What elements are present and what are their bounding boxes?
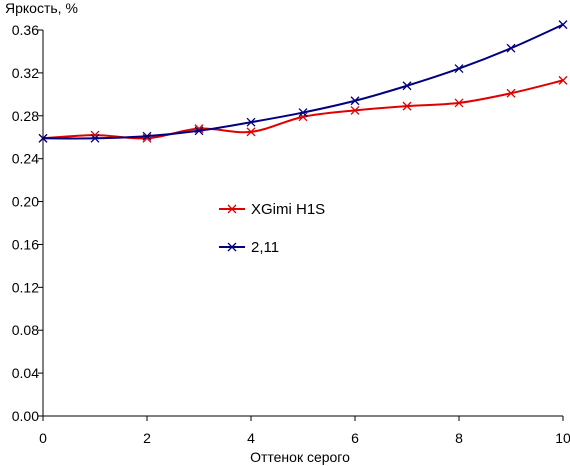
legend-item: 2,11: [219, 239, 279, 256]
y-tick-label: 0.08: [12, 322, 39, 338]
data-point-marker: [38, 133, 48, 143]
data-point-marker: [402, 81, 412, 91]
data-point-marker: [454, 98, 464, 108]
axis-ticks: 0.00 0.04 0.08 0.12 0.16 0.20 0.24 0.28 0.32 0.36…: [12, 22, 570, 446]
data-point-marker: [558, 20, 568, 30]
series-0: [38, 75, 568, 143]
y-tick-label: 0.32: [12, 65, 39, 81]
data-point-marker: [506, 88, 516, 98]
series-line: [42, 23, 564, 140]
x-tick-label: 2: [143, 430, 151, 446]
x-tick-label: 10: [555, 430, 570, 446]
data-point-marker: [506, 43, 516, 53]
data-point-marker: [194, 126, 204, 136]
x-tick-label: 0: [39, 430, 47, 446]
data-point-marker: [246, 117, 256, 127]
y-axis-title: Яркость, %: [5, 0, 78, 16]
legend-label: 2,11: [251, 239, 279, 256]
legend-label: XGimi H1S: [251, 201, 325, 218]
y-tick-label: 0.16: [12, 236, 39, 252]
legend-item: XGimi H1S: [219, 201, 325, 218]
data-point-marker: [402, 101, 412, 111]
legend-marker: [227, 204, 237, 214]
data-point-marker: [350, 96, 360, 106]
x-axis-title: Оттенок серого: [250, 449, 350, 465]
data-point-marker: [558, 75, 568, 85]
x-tick-label: 8: [455, 430, 463, 446]
legend-marker: [227, 242, 237, 252]
legend: XGimi H1S 2,11: [219, 201, 325, 256]
data-point-marker: [246, 127, 256, 137]
series-1: [38, 20, 568, 143]
y-tick-label: 0.04: [12, 365, 39, 381]
y-tick-label: 0.20: [12, 194, 39, 210]
series-layer: [38, 20, 568, 143]
series-line: [42, 79, 564, 140]
y-tick-label: 0.12: [12, 279, 39, 295]
y-tick-label: 0.36: [12, 22, 39, 38]
y-tick-label: 0.28: [12, 108, 39, 124]
data-point-marker: [90, 133, 100, 143]
y-tick-label: 0.24: [12, 151, 39, 167]
x-tick-label: 6: [351, 430, 359, 446]
data-point-marker: [298, 108, 308, 118]
x-tick-label: 4: [247, 430, 255, 446]
y-tick-label: 0.00: [12, 408, 39, 424]
data-point-marker: [350, 105, 360, 115]
data-point-marker: [142, 131, 152, 141]
data-point-marker: [454, 64, 464, 74]
data-point-marker: [298, 112, 308, 122]
